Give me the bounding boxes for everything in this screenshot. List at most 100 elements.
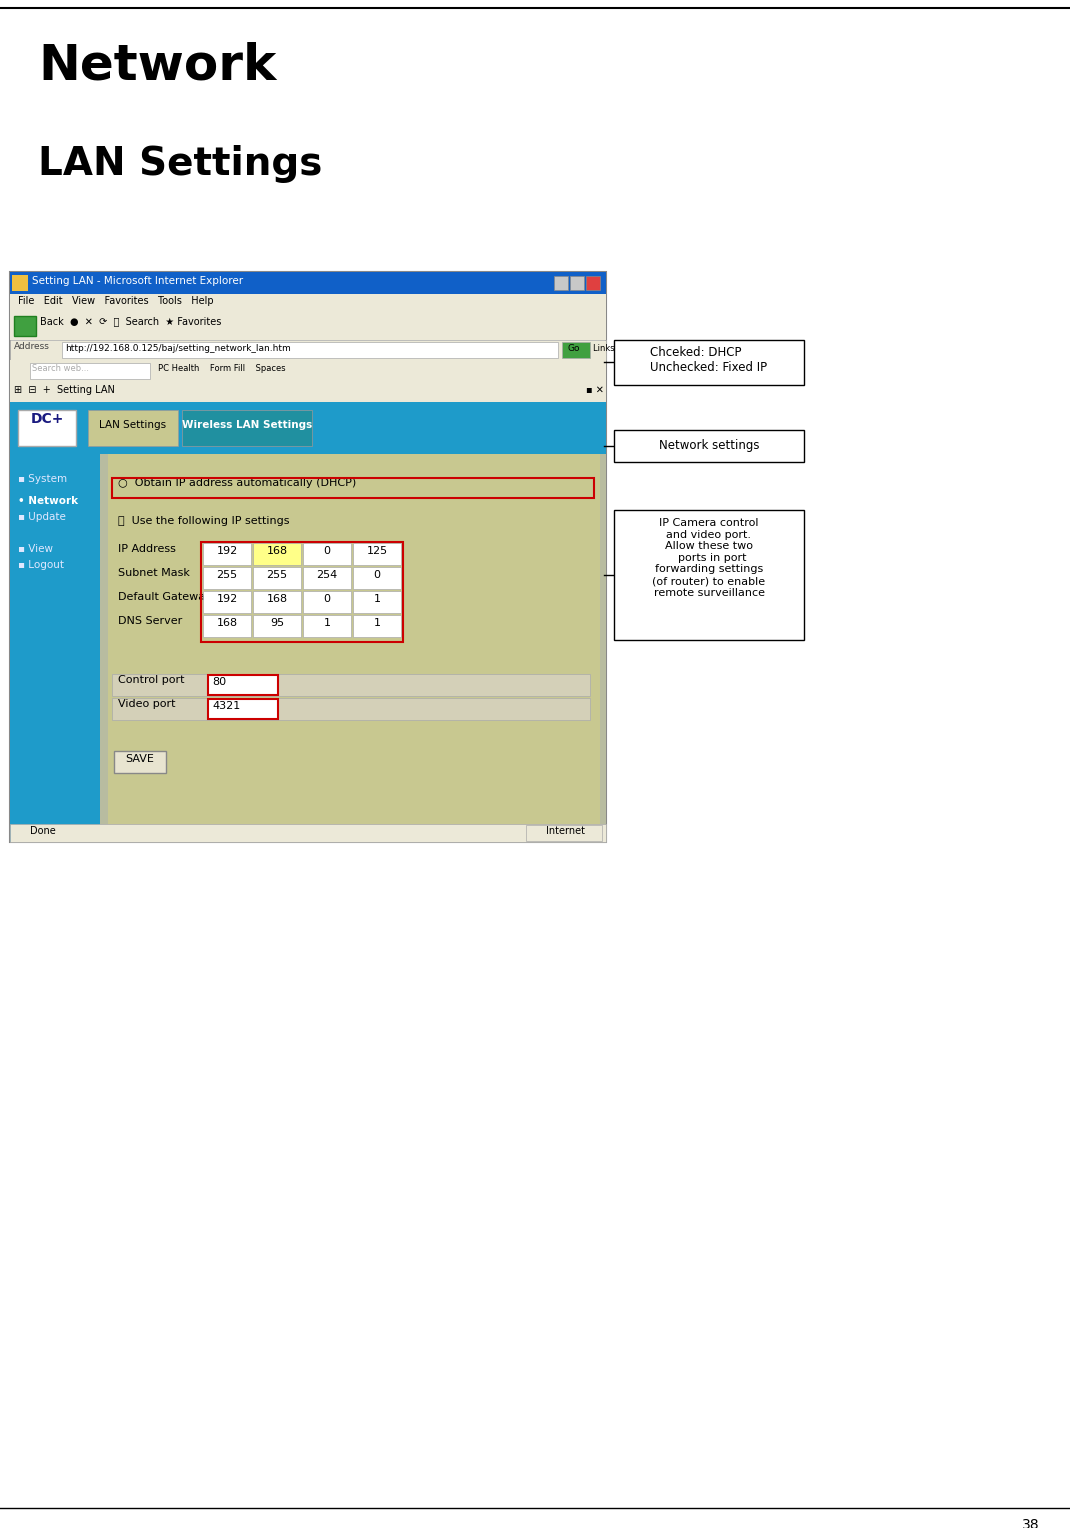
Text: ▪ Update: ▪ Update	[18, 512, 66, 523]
Bar	[18, 410, 76, 446]
Text: Control port: Control port	[118, 675, 184, 685]
Bar	[203, 614, 251, 637]
Bar	[208, 675, 278, 695]
Bar	[203, 567, 251, 588]
Text: IP Camera control
and video port.
Allow these two
  ports in port
forwarding set: IP Camera control and video port. Allow …	[653, 518, 765, 597]
Bar	[182, 410, 312, 446]
Bar	[353, 614, 401, 637]
Text: 125: 125	[366, 545, 387, 556]
Text: Done: Done	[30, 827, 56, 836]
Text: 192: 192	[216, 594, 238, 604]
Bar	[208, 698, 278, 720]
Text: 192: 192	[216, 545, 238, 556]
Text: DNS Server: DNS Server	[118, 616, 182, 626]
Bar	[112, 674, 590, 695]
Text: ▪ System: ▪ System	[18, 474, 67, 484]
Bar	[303, 591, 351, 613]
Bar	[614, 429, 804, 461]
Bar	[303, 542, 351, 565]
Text: LAN Settings: LAN Settings	[39, 145, 322, 183]
Bar	[208, 698, 278, 720]
Bar	[10, 824, 606, 842]
Bar	[353, 567, 401, 588]
Text: ▪ View: ▪ View	[18, 544, 54, 555]
Bar	[303, 567, 351, 588]
Text: Search web...: Search web...	[32, 364, 89, 373]
Bar	[614, 341, 804, 385]
Text: Network: Network	[39, 41, 276, 90]
Text: 95: 95	[270, 617, 284, 628]
Text: ▪ Logout: ▪ Logout	[18, 559, 64, 570]
Text: Back  ●  ✕  ⟳  🏠  Search  ★ Favorites: Back ● ✕ ⟳ 🏠 Search ★ Favorites	[40, 316, 221, 325]
Text: ⦿  Use the following IP settings: ⦿ Use the following IP settings	[118, 516, 290, 526]
Text: Chceked: DHCP
Unchecked: Fixed IP: Chceked: DHCP Unchecked: Fixed IP	[651, 345, 767, 374]
Text: DC+: DC+	[30, 413, 64, 426]
Bar	[30, 364, 150, 379]
Bar	[353, 542, 401, 565]
Text: 255: 255	[266, 570, 288, 581]
Bar	[10, 272, 606, 293]
Bar	[201, 542, 403, 642]
Text: Default Gateway: Default Gateway	[118, 591, 212, 602]
Bar	[62, 342, 557, 358]
Text: 0: 0	[323, 594, 331, 604]
Bar	[353, 591, 401, 613]
Text: 168: 168	[266, 594, 288, 604]
Text: 168: 168	[266, 545, 288, 556]
Text: Address: Address	[14, 342, 50, 351]
Bar	[253, 614, 301, 637]
Text: ▪ ✕: ▪ ✕	[586, 385, 603, 396]
Text: 4321: 4321	[212, 701, 241, 711]
Text: Subnet Mask: Subnet Mask	[118, 568, 189, 578]
Bar	[203, 591, 251, 613]
Text: 80: 80	[212, 677, 226, 688]
Bar	[12, 275, 28, 290]
Bar	[253, 542, 301, 565]
Text: IP Address: IP Address	[118, 544, 175, 555]
Bar	[570, 277, 584, 290]
Text: 1: 1	[373, 617, 381, 628]
Text: 0: 0	[373, 570, 381, 581]
Text: Setting LAN - Microsoft Internet Explorer: Setting LAN - Microsoft Internet Explore…	[32, 277, 243, 286]
Text: 255: 255	[216, 570, 238, 581]
Bar	[586, 277, 600, 290]
Text: File   Edit   View   Favorites   Tools   Help: File Edit View Favorites Tools Help	[18, 296, 214, 306]
Bar	[10, 272, 606, 842]
Bar	[614, 510, 804, 640]
Text: 1: 1	[373, 594, 381, 604]
Text: http://192.168.0.125/baj/setting_network_lan.htm: http://192.168.0.125/baj/setting_network…	[65, 344, 291, 353]
Text: • Network: • Network	[18, 497, 78, 506]
Text: LAN Settings: LAN Settings	[100, 420, 167, 429]
Bar	[88, 410, 178, 446]
Text: Wireless LAN Settings: Wireless LAN Settings	[182, 420, 312, 429]
Bar	[10, 312, 606, 341]
Bar	[526, 825, 602, 840]
Text: Network settings: Network settings	[659, 439, 760, 452]
Text: PC Health    Form Fill    Spaces: PC Health Form Fill Spaces	[158, 364, 286, 373]
Bar	[253, 591, 301, 613]
Bar	[10, 402, 606, 842]
Bar	[10, 361, 606, 382]
Bar	[114, 750, 166, 773]
Bar	[14, 316, 36, 336]
Text: Internet: Internet	[546, 827, 585, 836]
Bar	[253, 567, 301, 588]
Text: ⊞  ⊟  +  Setting LAN: ⊞ ⊟ + Setting LAN	[14, 385, 114, 396]
Bar	[10, 341, 606, 361]
Bar	[112, 698, 590, 720]
Text: 168: 168	[216, 617, 238, 628]
Bar	[10, 293, 606, 312]
Bar	[562, 342, 590, 358]
Bar	[108, 454, 600, 842]
Bar	[554, 277, 568, 290]
Bar	[203, 542, 251, 565]
Text: SAVE: SAVE	[125, 753, 154, 764]
Bar	[10, 454, 100, 842]
Bar	[10, 382, 606, 402]
Text: 254: 254	[317, 570, 338, 581]
Text: ○  Obtain IP address automatically (DHCP): ○ Obtain IP address automatically (DHCP)	[118, 478, 356, 487]
Text: Go: Go	[568, 344, 580, 353]
Text: 0: 0	[323, 545, 331, 556]
Text: 38: 38	[1022, 1517, 1040, 1528]
Bar	[112, 478, 594, 498]
